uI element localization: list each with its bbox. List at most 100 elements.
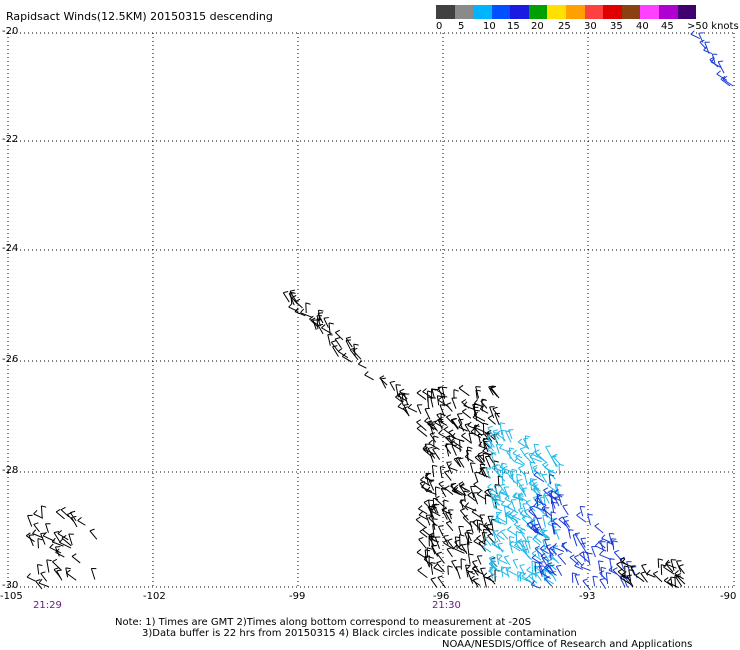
wind-barb-flag — [486, 439, 492, 443]
wind-barb-flag — [327, 333, 333, 336]
wind-barb-flag — [528, 452, 535, 455]
wind-barb-flag — [458, 384, 464, 389]
wind-barb — [60, 509, 70, 518]
wind-barb — [535, 572, 542, 582]
wind-barb-flag — [420, 476, 425, 481]
wind-barb — [531, 557, 543, 565]
wind-barb-flag — [500, 567, 505, 572]
wind-barb-flag — [25, 532, 31, 537]
wind-barb-flag — [323, 317, 329, 319]
colorbar-swatch — [454, 5, 474, 19]
wind-barb — [532, 466, 542, 477]
wind-barb-flag — [353, 343, 359, 346]
wind-barb — [38, 582, 49, 588]
wind-barb-flag — [468, 553, 474, 556]
wind-barb — [464, 532, 470, 545]
wind-barb — [461, 401, 470, 409]
wind-barb-flag — [513, 520, 519, 525]
wind-barb-flag — [703, 46, 708, 51]
wind-barb-flag — [57, 529, 63, 534]
wind-barb — [492, 431, 500, 440]
wind-barb — [562, 505, 569, 516]
wind-barb — [489, 491, 500, 499]
wind-barb-flag — [318, 309, 324, 312]
wind-barb — [521, 575, 532, 583]
wind-barb-flag — [487, 425, 493, 429]
wind-barb — [461, 435, 472, 444]
wind-barb-flag — [574, 554, 580, 558]
wind-barb — [517, 495, 529, 503]
wind-barb-flag — [483, 422, 489, 426]
wind-barb — [425, 473, 430, 486]
wind-barb-flag — [474, 423, 480, 429]
wind-barb — [541, 557, 548, 567]
wind-barb — [572, 534, 578, 547]
wind-barb — [551, 497, 556, 509]
wind-barb-flag — [442, 506, 447, 511]
colorbar-label: >50 knots — [687, 21, 739, 32]
lon-tick-label: -96 — [433, 591, 450, 602]
wind-barb-flag — [607, 541, 613, 545]
wind-barb-flag — [473, 399, 478, 404]
wind-barb — [501, 504, 513, 511]
wind-barb-flag — [490, 560, 496, 564]
wind-barb — [55, 511, 65, 520]
wind-barb-flag — [438, 429, 443, 434]
wind-barb — [389, 382, 396, 391]
wind-barb-flag — [446, 547, 452, 550]
wind-barb-flag — [345, 339, 351, 342]
wind-barb — [558, 464, 561, 475]
wind-barb-flag — [539, 527, 545, 532]
wind-barb-flag — [428, 532, 434, 536]
wind-barb — [345, 338, 353, 348]
wind-barb — [678, 565, 685, 574]
wind-barb-flag — [464, 453, 470, 458]
wind-barb — [716, 73, 728, 81]
time-label-1: 21:29 — [33, 600, 62, 611]
wind-barb — [580, 543, 589, 556]
wind-barb — [521, 541, 528, 554]
wind-barb-flag — [479, 523, 485, 526]
wind-barb — [428, 442, 440, 451]
wind-barb-flag — [437, 396, 443, 401]
wind-barb-flag — [545, 445, 551, 448]
wind-barb — [489, 406, 495, 419]
wind-barb-flag — [676, 572, 682, 577]
wind-barb — [543, 566, 552, 575]
wind-barb-flag — [337, 347, 343, 352]
wind-barb-flag — [549, 474, 555, 477]
wind-barb — [469, 521, 474, 534]
wind-barb — [511, 469, 514, 481]
wind-barb — [573, 556, 583, 566]
colorbar-swatch — [528, 5, 548, 19]
wind-barb — [512, 496, 524, 502]
wind-barb-flag — [641, 563, 647, 566]
wind-barb — [653, 573, 663, 583]
wind-barb-flag — [435, 486, 441, 489]
wind-barb-flag — [529, 505, 535, 508]
wind-barb-flag — [389, 380, 395, 383]
lat-tick-label: -20 — [2, 26, 19, 37]
wind-barb — [690, 33, 701, 39]
wind-barb — [349, 349, 359, 361]
colorbar-swatch — [491, 5, 511, 19]
wind-barb — [541, 533, 550, 540]
wind-barb-flag — [71, 553, 77, 557]
wind-barb-flag — [515, 453, 521, 458]
wind-barb-flag — [422, 388, 427, 393]
wind-barb — [486, 448, 497, 456]
wind-barb-flag — [550, 551, 556, 555]
wind-barb-flag — [551, 490, 557, 494]
wind-barb — [448, 466, 458, 472]
wind-barb-flag — [542, 461, 548, 466]
wind-barb — [599, 572, 608, 582]
wind-barb-flag — [698, 32, 704, 34]
wind-barb — [526, 569, 538, 577]
wind-barb — [478, 542, 487, 552]
wind-barb-flag — [497, 542, 503, 545]
wind-barb-flag — [574, 532, 581, 535]
wind-barb — [619, 576, 626, 588]
wind-barb — [469, 462, 474, 473]
wind-barb — [609, 558, 613, 572]
wind-barb-flag — [509, 536, 515, 538]
